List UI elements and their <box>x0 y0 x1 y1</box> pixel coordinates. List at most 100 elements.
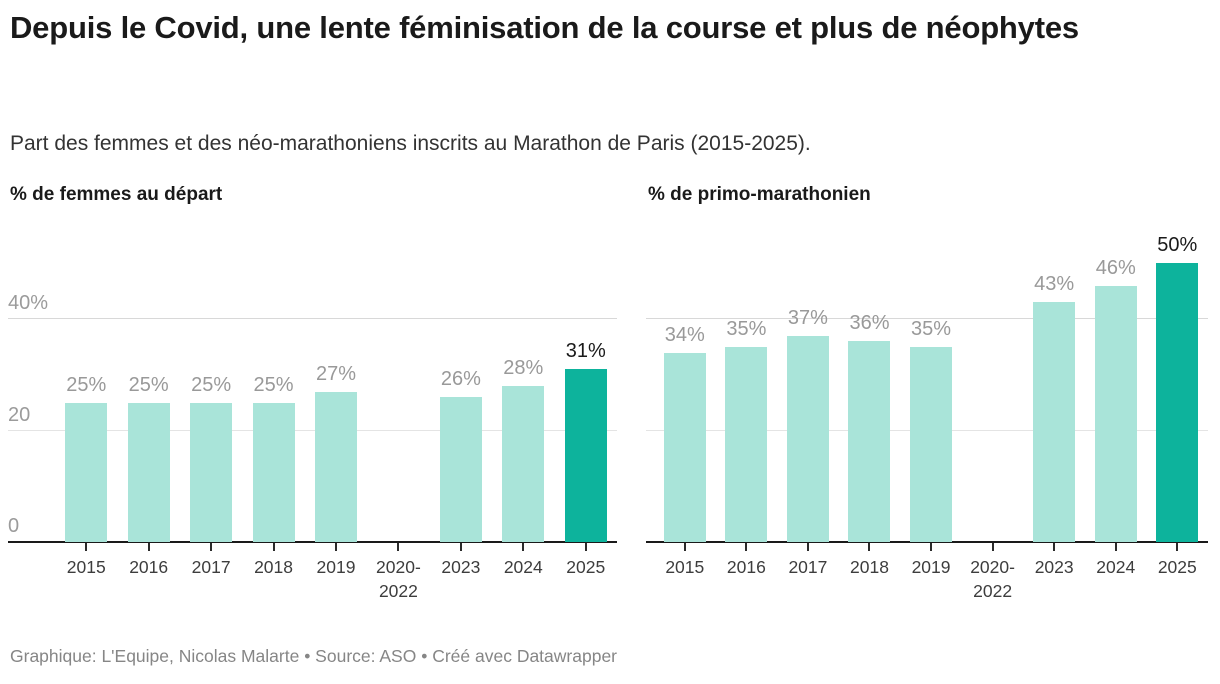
bar-slot-2025: 50% <box>1147 230 1209 551</box>
bar-value-label: 25% <box>128 373 169 396</box>
x-axis-tick-label: 2018 <box>850 557 889 577</box>
bar-plot: 0 20 40% 25% 25% 25% 25% 27% 26% 28% 31% <box>8 230 617 551</box>
x-axis-tick-label: 2017 <box>191 557 231 577</box>
x-axis-tick-label: 2025 <box>1157 557 1197 577</box>
x-axis-tick-label: 2015 <box>665 557 705 577</box>
bar-2025[interactable] <box>1156 263 1199 542</box>
bar-slot-2016: 35% <box>716 230 778 551</box>
x-axis-tick <box>1053 543 1056 551</box>
chart-primo-marathonien: % de primo-marathonien 34% 35% 37% 36% 35% 43… <box>646 184 1208 614</box>
chart-headline: Depuis le Covid, une lente féminisation … <box>10 10 1079 45</box>
x-axis-tick-label: 2016 <box>726 557 766 577</box>
bar-slot-2017: 37% <box>777 230 839 551</box>
chart-femmes-au-depart: % de femmes au départ 0 20 40% 25% 25% 25% 25%… <box>8 184 617 614</box>
x-axis-tick <box>991 543 994 551</box>
x-axis-tick <box>334 543 337 551</box>
gridline-20 <box>8 429 617 431</box>
bar-slot-2015: 34% <box>654 230 716 551</box>
chart-section-title: % de primo-marathonien <box>648 184 871 205</box>
bar-slot-2020-2022 <box>367 230 429 551</box>
bar-2023[interactable] <box>439 397 482 542</box>
x-axis-tick-label: 2019 <box>316 557 356 577</box>
x-axis-tick <box>147 543 150 551</box>
bar-value-label: 25% <box>253 373 294 396</box>
bar-value-label: 34% <box>664 323 705 346</box>
x-axis-line <box>646 541 1208 543</box>
y-axis-tick-label: 40% <box>8 292 49 315</box>
bars-row: 25% 25% 25% 25% 27% 26% 28% 31% <box>55 230 617 551</box>
x-axis-tick <box>683 543 686 551</box>
y-axis-tick-label: 20 <box>8 403 31 426</box>
y-axis-tick-label: 0 <box>8 515 20 537</box>
x-axis-tick <box>459 543 462 551</box>
bar-slot-2023: 26% <box>430 230 492 551</box>
bar-slot-2016: 25% <box>117 230 179 551</box>
x-axis-tick <box>584 543 587 551</box>
bar-2016[interactable] <box>725 347 768 542</box>
x-axis-tick <box>397 543 400 551</box>
bar-2018[interactable] <box>848 341 891 542</box>
bar-slot-2019: 27% <box>305 230 367 551</box>
gridline-40 <box>8 318 617 320</box>
x-axis-tick <box>522 543 525 551</box>
x-axis-labels: 2015 2016 2017 2018 2019 2020- 2022 2023 2024 20… <box>55 556 617 603</box>
x-axis-tick <box>272 543 275 551</box>
x-axis-tick-label: 2016 <box>129 557 169 577</box>
x-axis-tick <box>930 543 933 551</box>
bar-value-label: 27% <box>315 362 356 385</box>
x-axis-tick-label: 2024 <box>503 557 543 577</box>
x-axis-tick <box>1176 543 1179 551</box>
bar-value-label: 35% <box>911 318 952 340</box>
bar-2017[interactable] <box>190 402 233 542</box>
x-axis-line <box>8 541 617 543</box>
x-axis-tick-label: 2018 <box>254 557 293 577</box>
bar-slot-2023: 43% <box>1023 230 1085 551</box>
bars-row: 34% 35% 37% 36% 35% 43% 46% 50% <box>654 230 1209 551</box>
x-axis-tick <box>806 543 809 551</box>
x-axis-tick-label: 2019 <box>911 557 951 577</box>
bar-slot-2020-2022 <box>962 230 1024 551</box>
bar-2019[interactable] <box>314 391 357 542</box>
bar-2015[interactable] <box>663 352 706 542</box>
bar-2023[interactable] <box>1033 302 1076 542</box>
bar-slot-2018: 36% <box>839 230 901 551</box>
x-axis-tick-label: 2017 <box>788 557 828 577</box>
bar-value-label: 25% <box>191 373 232 396</box>
bar-value-label: 31% <box>565 340 606 363</box>
bar-2024[interactable] <box>1094 285 1137 542</box>
x-axis-tick-label: 2015 <box>66 557 106 577</box>
bar-value-label: 43% <box>1034 273 1075 296</box>
x-axis-tick-label: 2025 <box>566 557 606 577</box>
chart-footer-credit: Graphique: L'Equipe, Nicolas Malarte • S… <box>10 646 618 666</box>
x-axis-tick <box>868 543 871 551</box>
bar-2016[interactable] <box>127 402 170 542</box>
bar-2017[interactable] <box>786 335 829 542</box>
x-axis-tick-label: 2023 <box>1034 557 1074 577</box>
bar-slot-2024: 46% <box>1085 230 1147 551</box>
bar-value-label: 37% <box>787 306 828 329</box>
bar-value-label: 50% <box>1157 234 1198 257</box>
bar-value-label: 35% <box>726 318 767 340</box>
x-axis-tick-label: 2023 <box>441 557 481 577</box>
x-axis-tick <box>1114 543 1117 551</box>
x-axis-tick-label: 2020- 2022 <box>376 557 421 601</box>
bar-slot-2018: 25% <box>242 230 304 551</box>
x-axis-tick <box>210 543 213 551</box>
x-axis-tick-label: 2020- 2022 <box>970 557 1015 601</box>
bar-2018[interactable] <box>252 402 295 542</box>
bar-2015[interactable] <box>65 402 108 542</box>
bar-2019[interactable] <box>910 347 953 542</box>
x-axis-tick <box>85 543 88 551</box>
bar-slot-2015: 25% <box>55 230 117 551</box>
bar-2025[interactable] <box>564 369 607 542</box>
bar-slot-2019: 35% <box>900 230 962 551</box>
x-axis-tick <box>745 543 748 551</box>
gridline-40 <box>646 318 1208 320</box>
bar-slot-2024: 28% <box>492 230 554 551</box>
chart-section-title: % de femmes au départ <box>10 184 223 205</box>
bar-value-label: 28% <box>503 357 544 379</box>
bar-2024[interactable] <box>502 386 545 542</box>
chart-subtitle: Part des femmes et des néo-marathoniens … <box>10 132 811 155</box>
bar-slot-2017: 25% <box>180 230 242 551</box>
